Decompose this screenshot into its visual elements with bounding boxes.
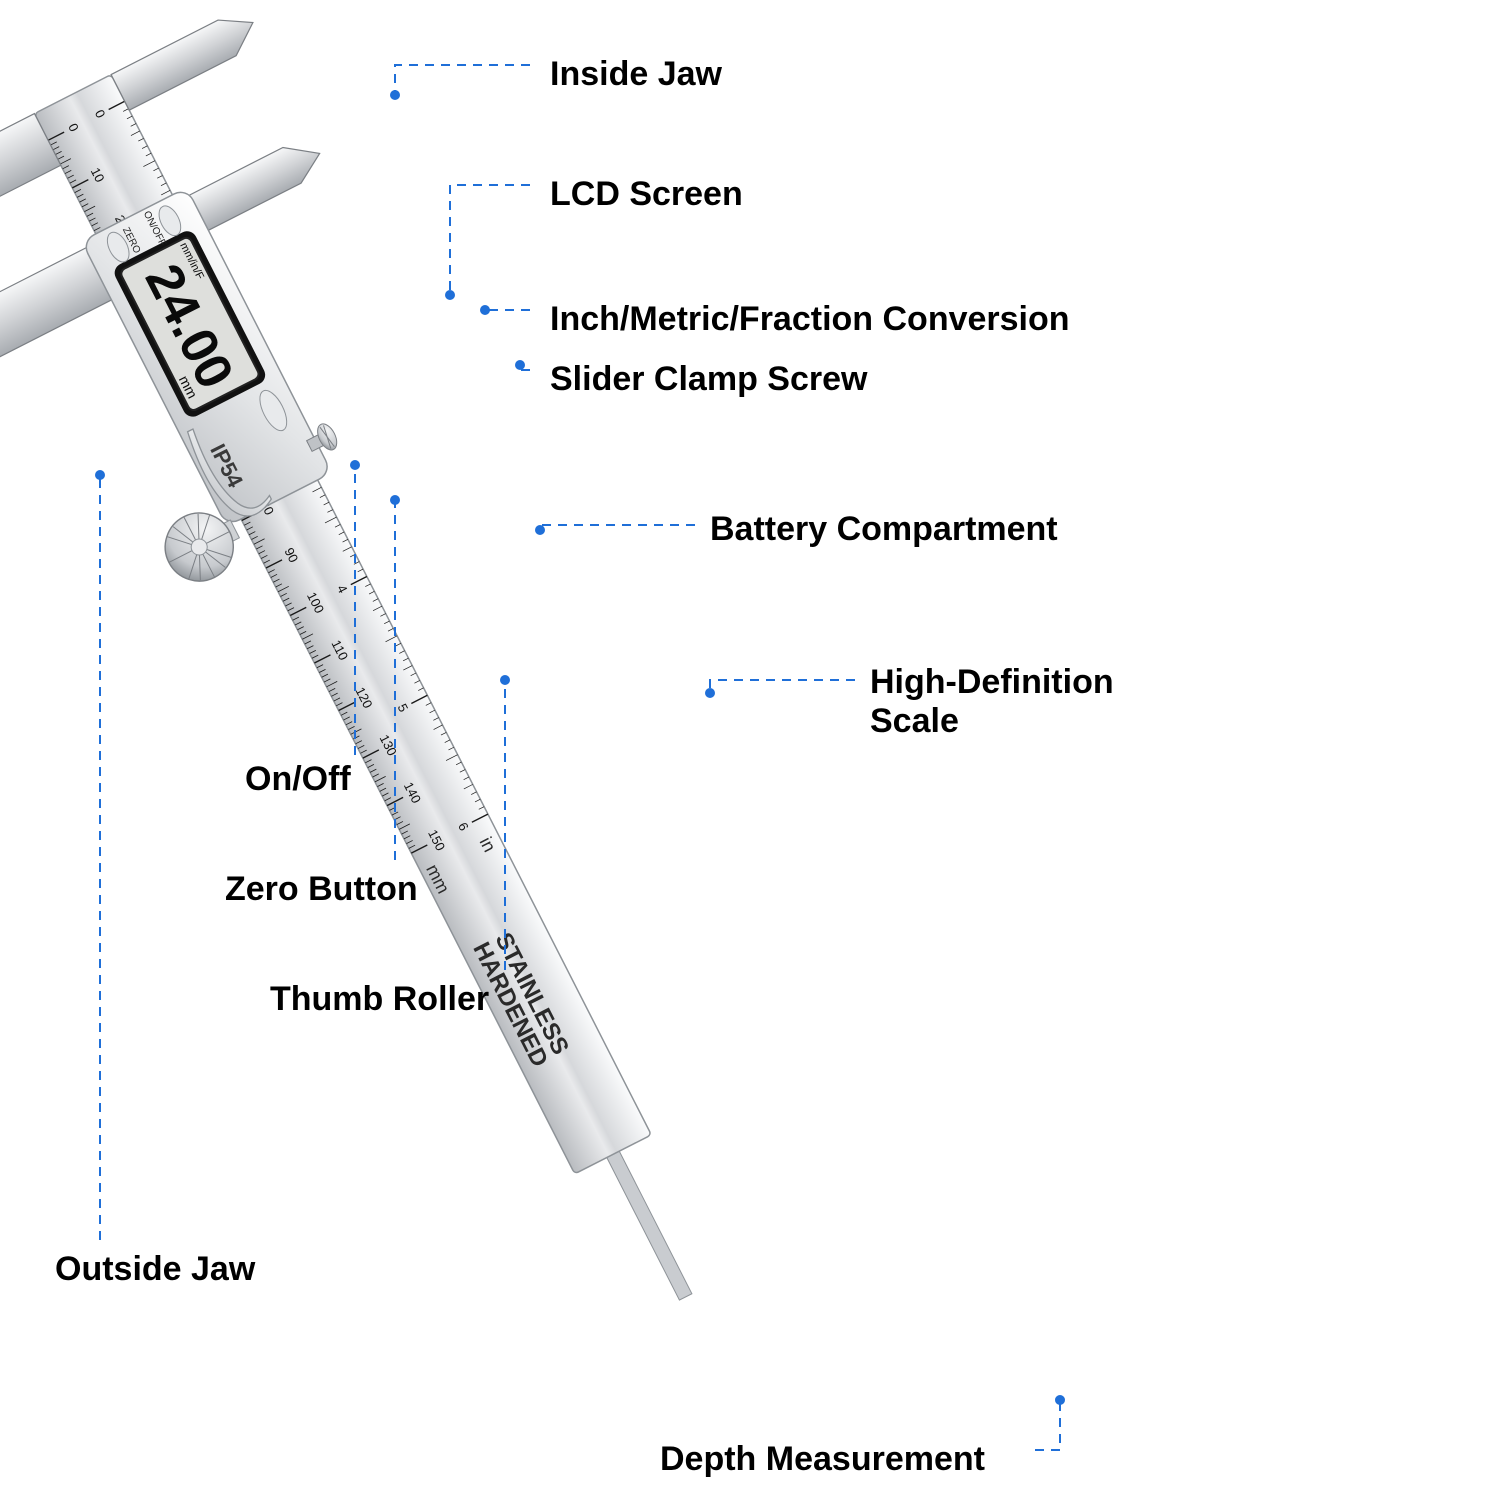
svg-text:6: 6 (455, 820, 472, 833)
label-hd-scale: High-Definition Scale (870, 663, 1114, 741)
lcd-unit: mm (176, 373, 201, 401)
unit-mm: mm (422, 861, 453, 897)
leader-lcd-screen (450, 185, 530, 295)
svg-text:40: 40 (160, 308, 180, 328)
zero-label: ZERO (120, 226, 143, 256)
leader-inside-jaw (395, 65, 530, 95)
svg-text:130: 130 (377, 732, 400, 758)
label-battery: Battery Compartment (710, 510, 1058, 549)
anchor-conversion (480, 305, 490, 315)
unit-in: in (476, 834, 500, 856)
svg-text:70: 70 (233, 450, 253, 470)
svg-text:90: 90 (281, 545, 301, 565)
onoff-label: ON/OFF (141, 209, 168, 248)
ip-rating: IP54 (205, 440, 248, 492)
leader-battery (540, 525, 695, 530)
svg-text:10: 10 (88, 165, 108, 185)
svg-text:60: 60 (209, 403, 229, 423)
battery-compartment[interactable] (184, 412, 274, 527)
label-conversion: Inch/Metric/Fraction Conversion (550, 300, 1070, 339)
label-clamp-screw: Slider Clamp Screw (550, 360, 867, 399)
svg-text:2: 2 (213, 345, 230, 358)
thumb-roller[interactable] (153, 499, 250, 593)
svg-text:3: 3 (273, 464, 290, 477)
lcd-mode: mm/in/F (177, 241, 206, 282)
anchor-onoff (350, 460, 360, 470)
svg-text:120: 120 (352, 685, 375, 711)
label-inside-jaw: Inside Jaw (550, 55, 722, 94)
svg-text:150: 150 (425, 827, 448, 853)
svg-text:1: 1 (152, 226, 169, 239)
svg-text:100: 100 (304, 590, 327, 616)
leader-clamp-screw (520, 365, 530, 370)
lcd-reading: 24.00 (134, 255, 245, 397)
clamp-screw[interactable] (314, 421, 341, 453)
conversion-button[interactable] (254, 386, 292, 434)
label-outside-jaw: Outside Jaw (55, 1250, 255, 1289)
leader-hd-scale (710, 680, 855, 693)
svg-text:4: 4 (334, 582, 351, 595)
svg-text:0: 0 (65, 121, 82, 134)
anchor-outside-jaw (95, 470, 105, 480)
svg-text:20: 20 (112, 213, 132, 233)
svg-text:5: 5 (395, 701, 412, 714)
onoff-button[interactable] (155, 202, 186, 239)
svg-text:140: 140 (401, 780, 424, 806)
svg-text:0: 0 (92, 107, 109, 120)
zero-button[interactable] (103, 229, 134, 266)
anchor-lcd-screen (445, 290, 455, 300)
anchor-battery (535, 525, 545, 535)
label-onoff: On/Off (245, 760, 351, 799)
svg-text:110: 110 (328, 637, 351, 662)
svg-text:50: 50 (185, 355, 205, 375)
label-thumb-roller: Thumb Roller (270, 980, 489, 1019)
label-depth: Depth Measurement (660, 1440, 985, 1479)
anchor-inside-jaw (390, 90, 400, 100)
svg-text:30: 30 (136, 260, 156, 280)
diagram-canvas: { "canvas": { "w": 1500, "h": 1500, "bg"… (0, 0, 1500, 1500)
anchor-thumb-roller (500, 675, 510, 685)
body-text-stainless: STAINLESS (490, 928, 574, 1059)
anchor-zero (390, 495, 400, 505)
label-zero: Zero Button (225, 870, 418, 909)
leader-depth (1035, 1400, 1060, 1450)
anchor-depth (1055, 1395, 1065, 1405)
label-lcd-screen: LCD Screen (550, 175, 743, 214)
svg-text:80: 80 (257, 498, 277, 518)
anchor-hd-scale (705, 688, 715, 698)
anchor-clamp-screw (515, 360, 525, 370)
